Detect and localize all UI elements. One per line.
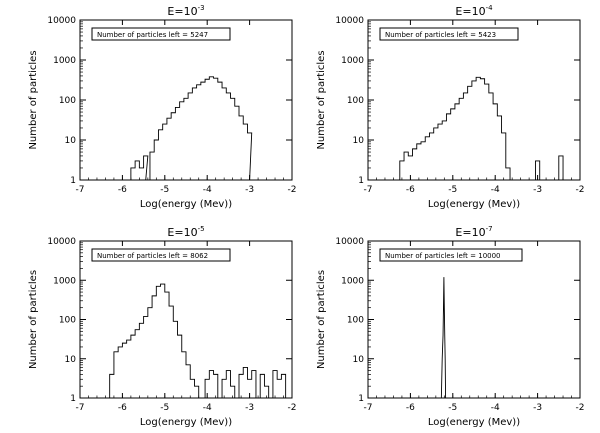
chart-title-base: E=10 (167, 226, 197, 239)
y-tick-label: 1 (358, 176, 364, 186)
annotation-box (379, 248, 523, 262)
x-tick-label: -2 (288, 185, 297, 195)
x-tick-label: -5 (448, 185, 457, 195)
chart-title: E=10-7 (455, 225, 492, 239)
x-tick-label: -3 (245, 403, 254, 413)
x-axis-label: Log(energy (Mev)) (140, 417, 232, 428)
annotation-box (91, 248, 231, 262)
x-axis-label: Log(energy (Mev)) (140, 199, 232, 210)
series-line-2 (204, 367, 287, 398)
chart-panel-3: E=10-5-7 -6 -5 -4 -3 -2110100100010000Log(ene… (28, 225, 296, 428)
x-tick-label: -7 (364, 185, 373, 195)
x-tick-label: -6 (118, 185, 127, 195)
annotation-box (379, 27, 519, 41)
y-tick-label: 10 (65, 355, 77, 365)
x-tick-label: -5 (160, 403, 169, 413)
x-tick-label: -3 (533, 185, 542, 195)
y-axis-label: Number of particles (28, 270, 39, 369)
x-tick-label: -2 (288, 403, 297, 413)
annotation-text: Number of particles left = 5423 (385, 31, 496, 39)
y-tick-label: 1000 (341, 56, 364, 66)
x-axis-label: Log(energy (Mev)) (428, 417, 520, 428)
chart-title-exponent: -4 (486, 4, 494, 12)
x-tick-label: -2 (576, 403, 585, 413)
chart-title: E=10-3 (167, 4, 204, 18)
annotation-text: Number of particles left = 10000 (385, 252, 501, 260)
plot-frame (367, 240, 581, 399)
chart-panel-1: E=10-3-7 -6 -5 -4 -3 -2110100100010000Log(ene… (28, 4, 296, 210)
y-tick-label: 1 (358, 394, 364, 404)
y-tick-label: 10000 (47, 16, 76, 26)
x-tick-label: -4 (203, 403, 212, 413)
y-axis-label: Number of particles (316, 270, 327, 369)
x-tick-label: -4 (491, 185, 500, 195)
x-tick-label: -4 (491, 403, 500, 413)
series-line-1 (440, 277, 447, 399)
annotation-box (91, 27, 231, 41)
plot-frame (367, 19, 581, 181)
x-axis-label: Log(energy (Mev)) (428, 199, 520, 210)
y-tick-label: 1000 (53, 276, 76, 286)
x-tick-label: -5 (160, 185, 169, 195)
y-tick-label: 10 (353, 136, 365, 146)
x-tick-label: -6 (406, 403, 415, 413)
chart-title-base: E=10 (455, 226, 485, 239)
chart-title-exponent: -3 (198, 4, 205, 12)
y-axis-label: Number of particles (316, 50, 327, 149)
x-tick-label: -7 (76, 403, 85, 413)
y-tick-label: 1000 (341, 276, 364, 286)
series-line-1 (109, 283, 203, 399)
y-tick-label: 100 (347, 96, 364, 106)
x-tick-label: -7 (364, 403, 373, 413)
chart-title-base: E=10 (167, 5, 197, 18)
x-tick-label: -5 (448, 403, 457, 413)
y-tick-label: 100 (347, 316, 364, 326)
y-tick-label: 1 (70, 394, 76, 404)
chart-title: E=10-4 (455, 4, 493, 18)
chart-panel-4: E=10-7-7 -6 -5 -4 -3 -2110100100010000Log(ene… (316, 225, 584, 428)
x-tick-label: -6 (118, 403, 127, 413)
y-tick-label: 10000 (47, 237, 76, 247)
x-tick-label: -3 (245, 185, 254, 195)
y-tick-label: 100 (59, 96, 76, 106)
y-tick-label: 10 (65, 136, 77, 146)
x-tick-label: -7 (76, 185, 85, 195)
y-tick-label: 1 (70, 176, 76, 186)
series-line-2 (535, 155, 564, 180)
chart-panel-2: E=10-4-7 -6 -5 -4 -3 -2110100100010000Log(ene… (316, 4, 584, 210)
chart-title: E=10-5 (167, 225, 204, 239)
chart-title-exponent: -7 (486, 225, 493, 233)
chart-title-base: E=10 (455, 5, 485, 18)
y-tick-label: 10000 (335, 16, 364, 26)
x-tick-label: -2 (576, 185, 585, 195)
x-tick-label: -3 (533, 403, 542, 413)
plot-frame (79, 19, 293, 181)
chart-title-exponent: -5 (198, 225, 205, 233)
y-tick-label: 10000 (335, 237, 364, 247)
x-tick-label: -4 (203, 185, 212, 195)
y-tick-label: 100 (59, 316, 76, 326)
series-line-1 (399, 76, 511, 180)
y-tick-label: 10 (353, 355, 365, 365)
series-line-1 (126, 76, 254, 181)
y-tick-label: 1000 (53, 56, 76, 66)
y-axis-label: Number of particles (28, 50, 39, 149)
annotation-text: Number of particles left = 8062 (97, 252, 208, 260)
x-tick-label: -6 (406, 185, 415, 195)
annotation-text: Number of particles left = 5247 (97, 31, 208, 39)
